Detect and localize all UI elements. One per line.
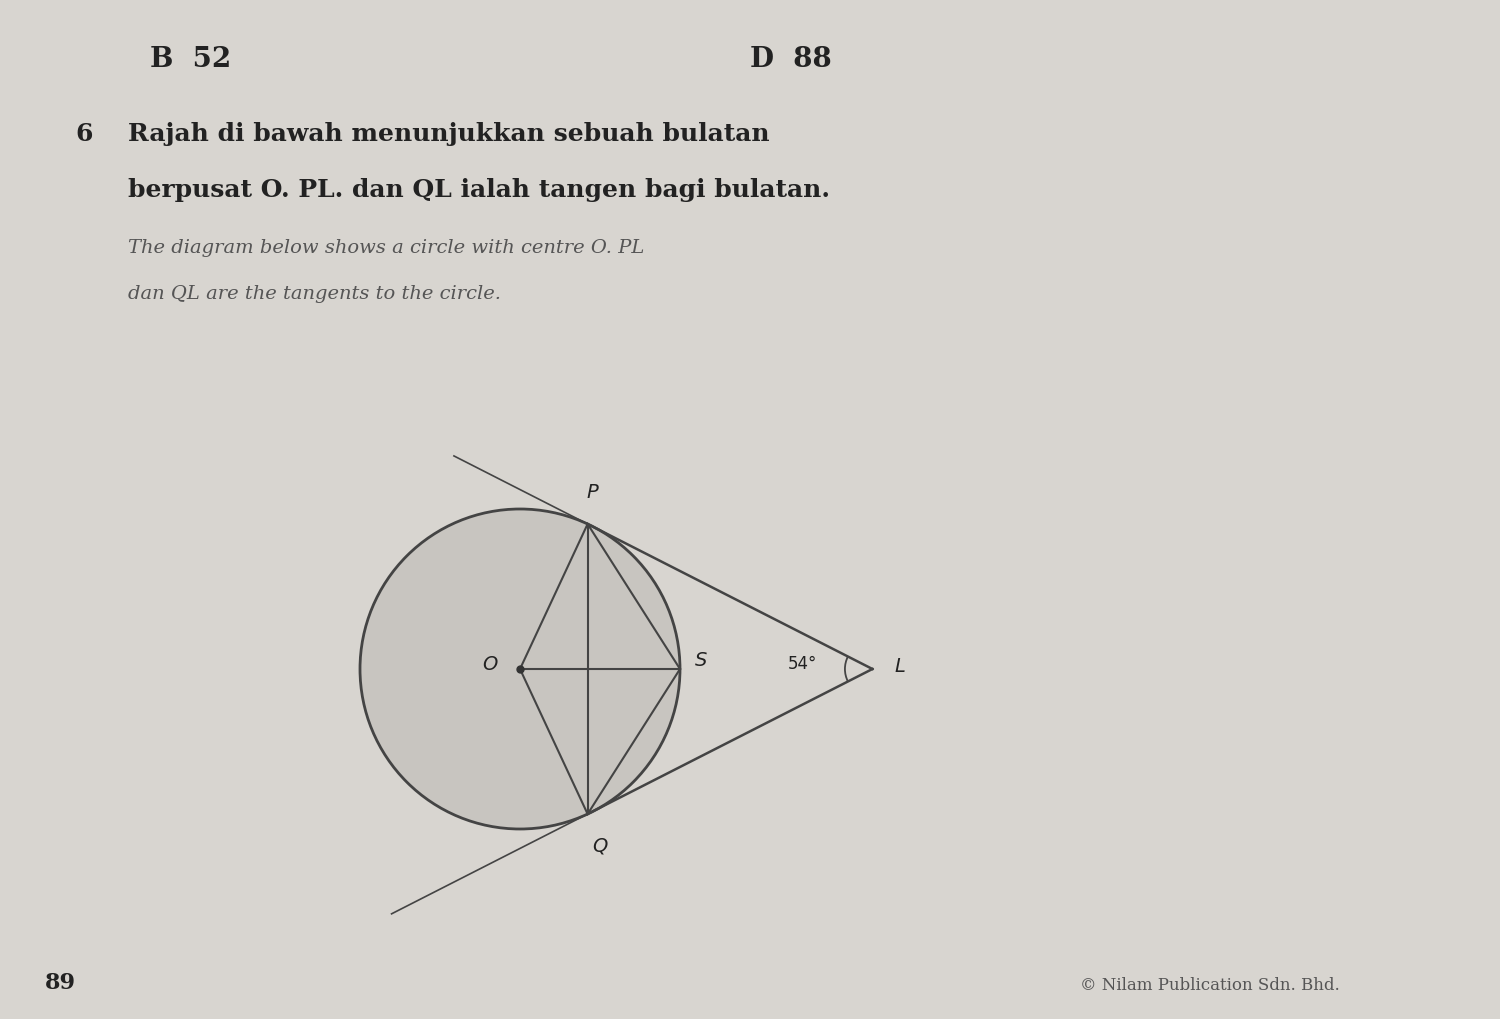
Text: L: L xyxy=(894,657,906,677)
Text: S: S xyxy=(694,651,708,671)
Text: berpusat O. PL. dan QL ialah tangen bagi bulatan.: berpusat O. PL. dan QL ialah tangen bagi… xyxy=(128,178,830,203)
Text: The diagram below shows a circle with centre O. PL: The diagram below shows a circle with ce… xyxy=(128,239,644,258)
Circle shape xyxy=(360,510,680,829)
Text: P: P xyxy=(586,483,598,502)
Text: © Nilam Publication Sdn. Bhd.: © Nilam Publication Sdn. Bhd. xyxy=(1080,976,1340,994)
Text: Q: Q xyxy=(592,836,608,855)
Text: 89: 89 xyxy=(45,971,76,994)
Text: D  88: D 88 xyxy=(750,46,831,72)
Text: dan QL are the tangents to the circle.: dan QL are the tangents to the circle. xyxy=(128,285,501,304)
Text: Rajah di bawah menunjukkan sebuah bulatan: Rajah di bawah menunjukkan sebuah bulata… xyxy=(128,122,770,147)
Text: 54°: 54° xyxy=(788,655,818,673)
Text: O: O xyxy=(483,654,498,674)
Text: 6: 6 xyxy=(75,122,93,147)
Text: B  52: B 52 xyxy=(150,46,231,72)
